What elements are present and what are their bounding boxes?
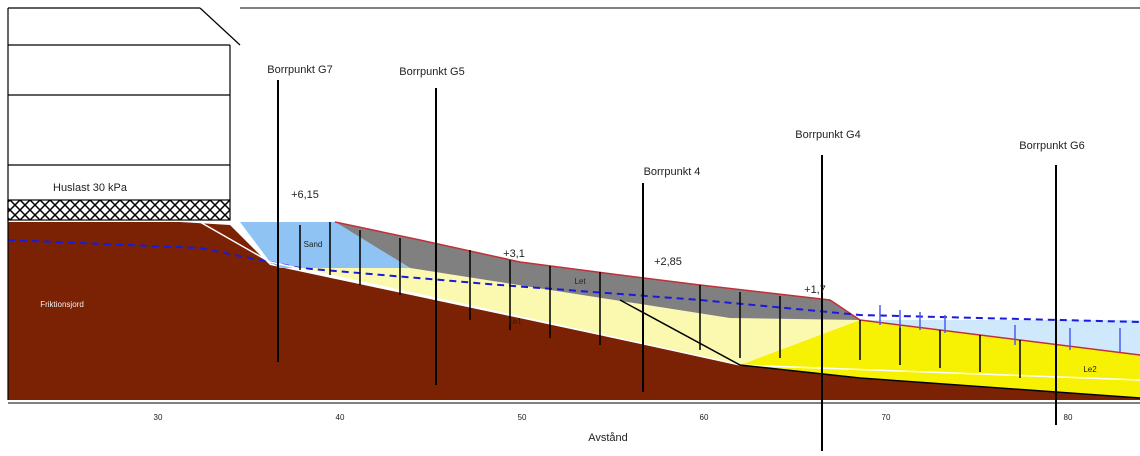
x-tick-label: 30 xyxy=(154,413,163,422)
x-tick-label: 40 xyxy=(336,413,345,422)
axis-label: Avstånd xyxy=(588,432,628,444)
x-tick-label: 70 xyxy=(882,413,891,422)
level-label: +3,1 xyxy=(503,248,525,260)
soil-label: Sand xyxy=(304,240,323,249)
load-label: Huslast 30 kPa xyxy=(53,182,128,194)
soil-label: Friktionsjord xyxy=(40,300,84,309)
borehole-label: Borrpunkt G5 xyxy=(399,66,464,78)
x-tick-label: 60 xyxy=(700,413,709,422)
level-label: +6,15 xyxy=(291,189,319,201)
soil-label: Le2 xyxy=(1083,365,1097,374)
borehole-label: Borrpunkt G7 xyxy=(267,64,332,76)
level-label: +2,85 xyxy=(654,256,682,268)
soil-label: Le1 xyxy=(508,317,522,326)
borehole-label: Borrpunkt G4 xyxy=(795,129,860,141)
level-label: +1,7 xyxy=(804,284,826,296)
x-axis: 30 40 50 60 70 80 xyxy=(154,413,1073,422)
x-tick-label: 50 xyxy=(518,413,527,422)
borehole-label: Borrpunkt G6 xyxy=(1019,140,1084,152)
section-diagram: Borrpunkt G7 Borrpunkt G5 Borrpunkt 4 Bo… xyxy=(0,0,1140,451)
soil-label: Let xyxy=(574,277,586,286)
x-tick-label: 80 xyxy=(1064,413,1073,422)
ground xyxy=(8,222,1140,400)
borehole-label: Borrpunkt 4 xyxy=(644,166,701,178)
